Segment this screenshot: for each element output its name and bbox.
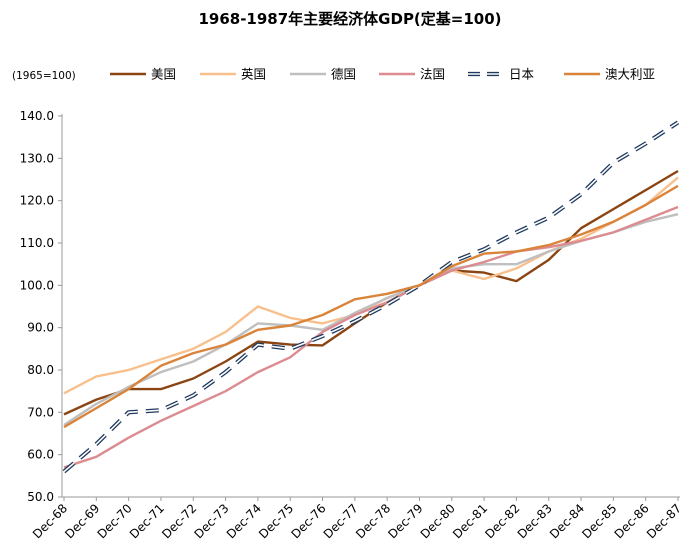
y-tick-label: 110.0 [20, 236, 54, 250]
x-tick-label: Dec-84 [547, 501, 587, 541]
series-line-5 [63, 121, 679, 473]
series-line-2 [63, 176, 679, 395]
x-tick-label: Dec-74 [224, 501, 264, 541]
legend-label: 日本 [509, 67, 535, 82]
chart-title: 1968-1987年主要经济体GDP(定基=100) [198, 10, 502, 28]
y-tick-label: 100.0 [20, 278, 54, 292]
x-tick-label: Dec-76 [288, 501, 328, 541]
x-tick-label: Dec-71 [127, 501, 167, 541]
x-tick-label: Dec-83 [515, 501, 555, 541]
y-tick-label: 120.0 [20, 194, 54, 208]
series-lines [62, 120, 680, 474]
series-line-6 [63, 184, 679, 429]
x-tick-label: Dec-68 [30, 501, 70, 541]
series-line-4 [63, 205, 679, 469]
legend-label: 英国 [241, 67, 266, 82]
x-tick-label: Dec-77 [321, 501, 361, 541]
y-tick-label: 60.0 [27, 448, 54, 462]
legend-label: 美国 [151, 67, 176, 82]
x-tick-label: Dec-73 [192, 501, 232, 541]
x-tick-label: Dec-80 [418, 501, 458, 541]
x-tick-label: Dec-78 [353, 501, 393, 541]
legend-label: 法国 [420, 67, 445, 82]
legend: 美国 英国 德国 法国 日本 澳大利亚 [110, 67, 655, 82]
x-tick-label: Dec-81 [450, 501, 490, 541]
x-tick-label: Dec-82 [482, 501, 522, 541]
legend-label: 德国 [331, 67, 356, 82]
y-unit-label: (1965=100) [12, 70, 76, 82]
y-tick-label: 80.0 [27, 363, 54, 377]
x-tick-label: Dec-86 [612, 501, 652, 541]
x-tick-label: Dec-79 [385, 501, 425, 541]
y-tick-label: 90.0 [27, 321, 54, 335]
series-line-3 [63, 213, 679, 427]
y-tick-label: 140.0 [20, 109, 54, 123]
x-tick-label: Dec-70 [95, 501, 135, 541]
y-tick-label: 130.0 [20, 151, 54, 165]
x-tick-label: Dec-85 [579, 501, 619, 541]
y-tick-label: 50.0 [27, 490, 54, 504]
legend-label: 澳大利亚 [605, 67, 655, 82]
series-line-1 [63, 169, 679, 416]
x-tick-label: Dec-75 [256, 501, 296, 541]
y-tick-label: 70.0 [27, 405, 54, 419]
x-tick-label: Dec-69 [62, 501, 102, 541]
x-tick-label: Dec-72 [159, 501, 199, 541]
x-tick-label: Dec-87 [644, 501, 684, 541]
